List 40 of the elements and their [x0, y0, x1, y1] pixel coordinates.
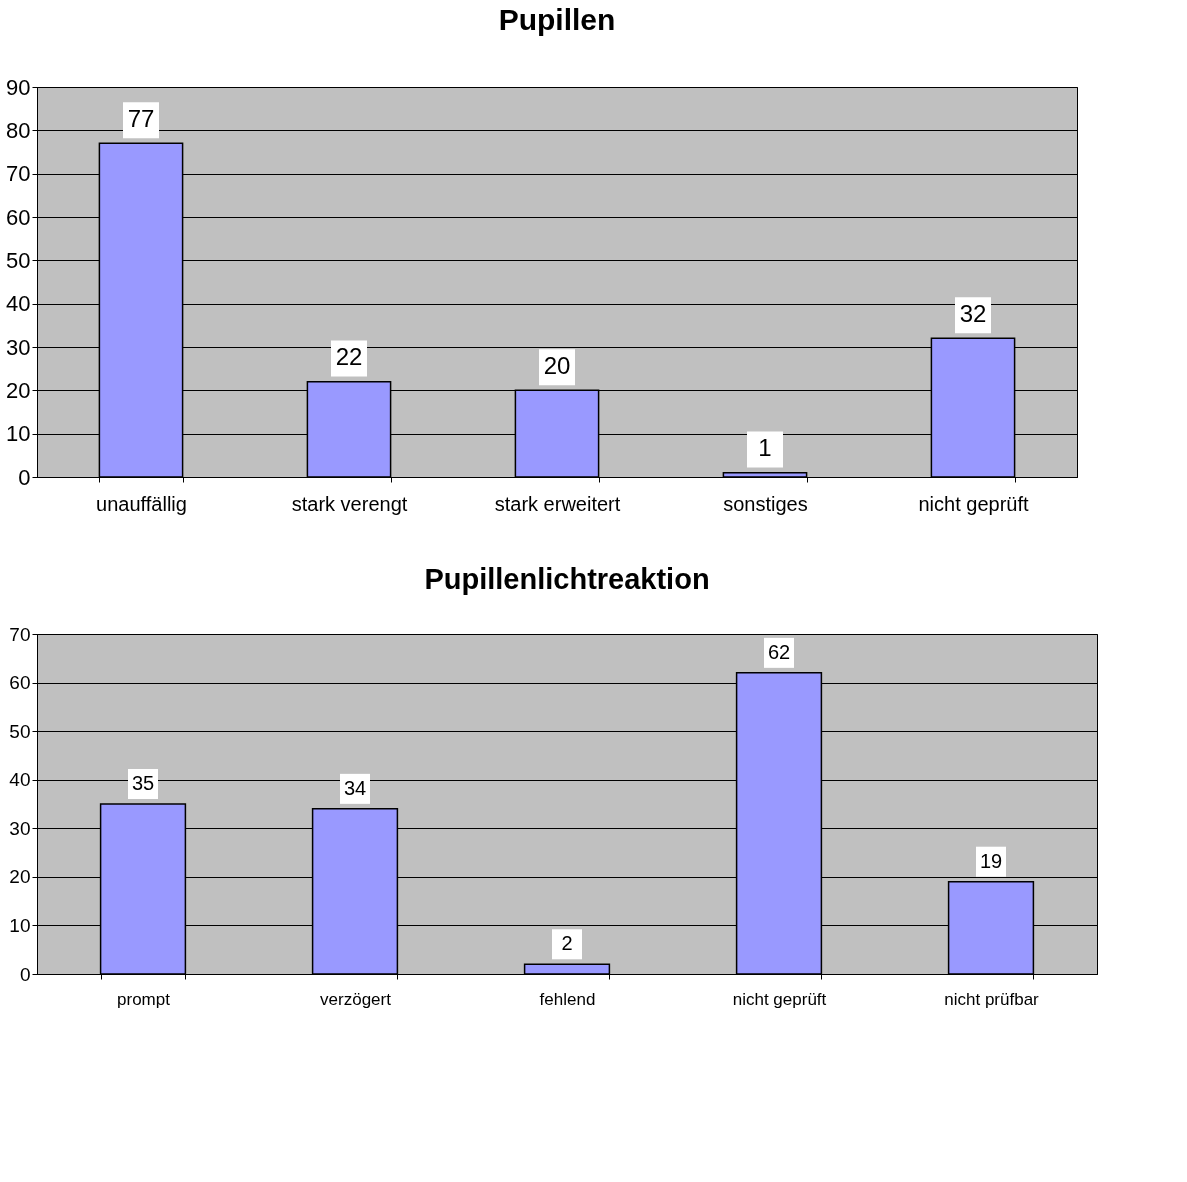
chart-title: Pupillenlichtreaktion	[424, 563, 710, 595]
y-tick-label: 20	[6, 377, 31, 403]
data-label: 32	[959, 300, 987, 328]
y-tick-label: 60	[6, 204, 31, 230]
y-tick-label: 30	[6, 334, 31, 360]
y-tick-label: 70	[9, 623, 31, 645]
y-tick-label: 80	[6, 117, 31, 143]
x-tick-label: prompt	[117, 989, 171, 1009]
x-tick-label: nicht prüfbar	[944, 989, 1040, 1009]
y-tick-label: 50	[9, 720, 31, 742]
x-tick-label: nicht geprüft	[732, 989, 827, 1009]
y-tick-label: 40	[9, 769, 31, 791]
x-tick-label: fehlend	[539, 989, 596, 1009]
x-tick-label: stark verengt	[291, 492, 408, 515]
y-tick-label: 70	[6, 161, 31, 187]
data-label: 62	[767, 640, 791, 663]
data-label: 19	[979, 849, 1003, 872]
y-tick-label: 10	[6, 421, 31, 447]
y-tick-label: 10	[9, 914, 31, 936]
data-label: 1	[758, 434, 772, 462]
data-label: 2	[561, 932, 573, 955]
x-tick-label: stark erweitert	[494, 492, 621, 515]
data-label: 22	[335, 343, 363, 371]
y-tick-label: 30	[9, 817, 31, 839]
x-tick-label: sonstiges	[723, 492, 808, 515]
y-tick-label: 60	[9, 672, 31, 694]
y-tick-label: 0	[19, 963, 31, 985]
y-tick-label: 50	[6, 247, 31, 273]
x-tick-label: unauffällig	[96, 492, 187, 515]
data-label: 77	[127, 105, 155, 133]
x-tick-label: nicht geprüft	[918, 492, 1029, 515]
chart-title: Pupillen	[498, 3, 616, 36]
data-label: 34	[343, 776, 367, 799]
data-label: 35	[131, 772, 155, 794]
data-label: 20	[543, 352, 571, 380]
y-tick-label: 40	[6, 291, 31, 317]
y-tick-label: 0	[18, 464, 31, 490]
y-tick-label: 90	[6, 74, 31, 100]
x-tick-label: verzögert	[320, 989, 392, 1009]
y-tick-label: 20	[9, 866, 31, 888]
